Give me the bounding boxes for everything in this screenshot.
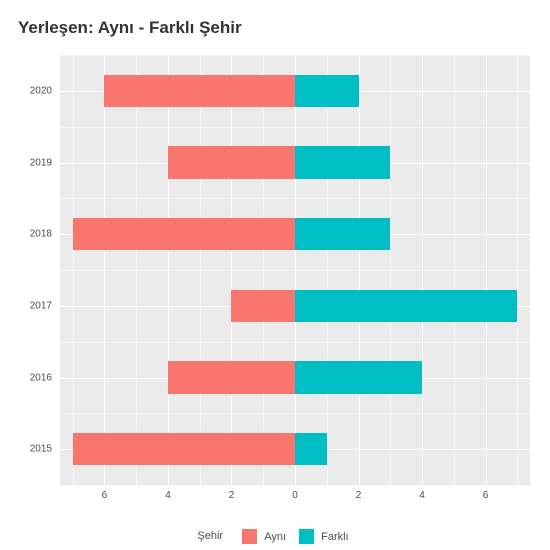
bar-left: [231, 290, 295, 322]
y-tick-label: 2019: [12, 157, 52, 168]
gridline-h-minor: [60, 413, 530, 414]
gridline-h-minor: [60, 127, 530, 128]
gridline-h-minor: [60, 342, 530, 343]
bar-left: [73, 218, 295, 250]
legend: Şehir Aynı Farklı: [0, 529, 550, 544]
x-tick-label: 4: [419, 490, 425, 501]
x-tick-label: 6: [102, 490, 108, 501]
y-tick-label: 2018: [12, 229, 52, 240]
chart-container: Yerleşen: Aynı - Farklı Şehir 2015201620…: [0, 0, 550, 550]
gridline-h-minor: [60, 485, 530, 486]
bar-left: [168, 146, 295, 178]
x-tick-label: 4: [165, 490, 171, 501]
y-tick-label: 2016: [12, 372, 52, 383]
legend-swatch-farkli: [299, 529, 314, 544]
bar-right: [295, 290, 517, 322]
x-tick-label: 2: [229, 490, 235, 501]
gridline-h-minor: [60, 270, 530, 271]
y-tick-label: 2017: [12, 300, 52, 311]
bar-left: [104, 75, 295, 107]
bar-right: [295, 146, 390, 178]
bar-right: [295, 75, 359, 107]
legend-label-ayni: Aynı: [264, 531, 286, 543]
legend-swatch-ayni: [242, 529, 257, 544]
bar-right: [295, 361, 422, 393]
gridline-h-minor: [60, 55, 530, 56]
x-tick-label: 6: [483, 490, 489, 501]
bar-right: [295, 218, 390, 250]
y-tick-label: 2020: [12, 85, 52, 96]
plot-area: [60, 55, 530, 485]
x-tick-label: 0: [292, 490, 298, 501]
bar-left: [168, 361, 295, 393]
legend-label-farkli: Farklı: [321, 531, 349, 543]
bar-left: [73, 433, 295, 465]
x-tick-label: 2: [356, 490, 362, 501]
y-tick-label: 2015: [12, 444, 52, 455]
bar-right: [295, 433, 327, 465]
legend-title: Şehir: [197, 530, 223, 542]
gridline-h-minor: [60, 198, 530, 199]
chart-title: Yerleşen: Aynı - Farklı Şehir: [18, 18, 540, 38]
